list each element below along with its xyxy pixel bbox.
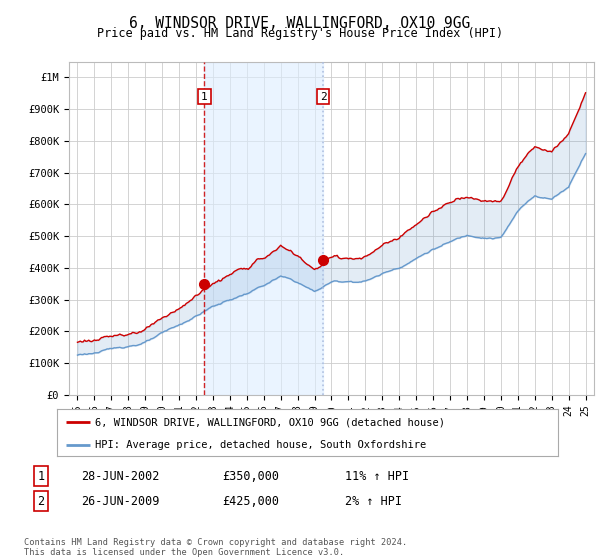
Text: 2: 2 (320, 92, 326, 101)
Text: £350,000: £350,000 (222, 469, 279, 483)
Bar (205, 62, 323, 395)
Text: 26-JUN-2009: 26-JUN-2009 (81, 494, 160, 508)
Text: £425,000: £425,000 (222, 494, 279, 508)
Text: 11% ↑ HPI: 11% ↑ HPI (345, 469, 409, 483)
Text: 6, WINDSOR DRIVE, WALLINGFORD, OX10 9GG (detached house): 6, WINDSOR DRIVE, WALLINGFORD, OX10 9GG … (95, 417, 445, 427)
Text: 1: 1 (37, 469, 44, 483)
Text: Price paid vs. HM Land Registry's House Price Index (HPI): Price paid vs. HM Land Registry's House … (97, 27, 503, 40)
Text: Contains HM Land Registry data © Crown copyright and database right 2024.
This d: Contains HM Land Registry data © Crown c… (24, 538, 407, 557)
Text: 2: 2 (37, 494, 44, 508)
Text: HPI: Average price, detached house, South Oxfordshire: HPI: Average price, detached house, Sout… (95, 440, 426, 450)
Text: 28-JUN-2002: 28-JUN-2002 (81, 469, 160, 483)
Text: 1: 1 (201, 92, 208, 101)
Text: 6, WINDSOR DRIVE, WALLINGFORD, OX10 9GG: 6, WINDSOR DRIVE, WALLINGFORD, OX10 9GG (130, 16, 470, 31)
Text: 2% ↑ HPI: 2% ↑ HPI (345, 494, 402, 508)
